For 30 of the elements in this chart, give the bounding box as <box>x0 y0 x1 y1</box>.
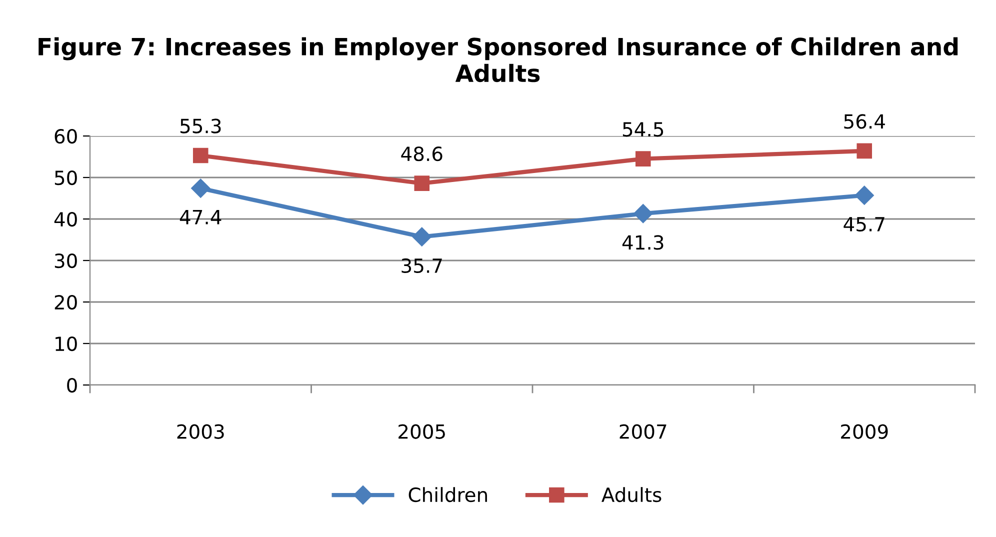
x-tick-label: 2005 <box>398 424 445 439</box>
chart-title: Figure 7: Increases in Employer Sponsored Insurance of Children and Adults <box>38 37 958 82</box>
y-tick-label: 10 <box>56 336 77 352</box>
data-label: 47.4 <box>180 210 222 224</box>
data-label: 45.7 <box>844 217 884 232</box>
x-tick-label: 2009 <box>841 424 888 439</box>
point <box>414 176 430 191</box>
y-tick-label: 0 <box>67 378 77 393</box>
point <box>856 143 872 159</box>
point <box>191 178 210 198</box>
y-tick-label: 60 <box>54 128 77 144</box>
x-tick-label: 2003 <box>177 424 224 439</box>
legend-label: Adults <box>602 487 662 502</box>
point <box>634 204 653 224</box>
data-label: 55.3 <box>180 118 221 134</box>
data-label: 41.3 <box>622 235 664 250</box>
data-label: 48.6 <box>401 146 442 162</box>
point <box>192 148 208 164</box>
point <box>854 186 874 205</box>
data-label: 56.4 <box>844 114 885 129</box>
y-tick-label: 50 <box>54 170 77 186</box>
data-label: 35.7 <box>402 258 442 274</box>
y-tick-label: 30 <box>54 253 77 268</box>
point <box>412 227 432 246</box>
y-tick-label: 40 <box>54 212 77 227</box>
point <box>635 151 651 166</box>
data-label: 54.5 <box>622 122 664 137</box>
x-tick-label: 2007 <box>620 424 666 439</box>
y-tick-label: 20 <box>54 294 77 310</box>
legend-label: Children <box>408 487 487 502</box>
